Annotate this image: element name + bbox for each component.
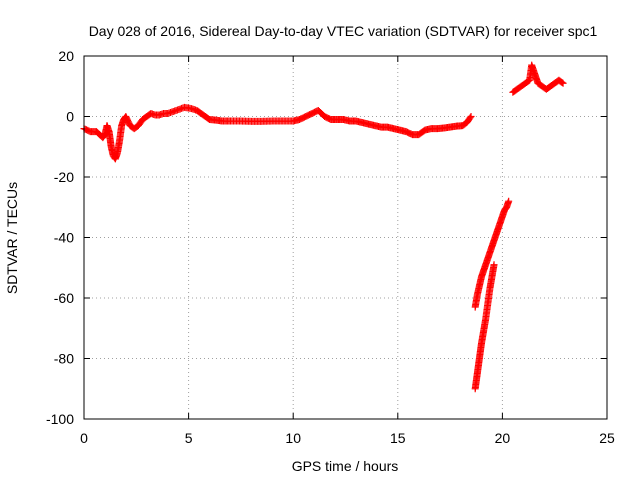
- y-tick-label: 0: [66, 109, 74, 125]
- y-tick-label: -80: [54, 351, 74, 367]
- x-tick-label: 0: [80, 430, 88, 446]
- x-tick-label: 20: [495, 430, 511, 446]
- x-tick-label: 25: [599, 430, 615, 446]
- y-tick-label: 20: [58, 48, 74, 64]
- y-axis-label: SDTVAR / TECUs: [4, 182, 20, 294]
- data-point: [505, 197, 513, 205]
- data-point: [467, 113, 475, 120]
- series-1: [80, 103, 475, 163]
- series-3: [471, 261, 498, 393]
- series-4: [509, 61, 567, 96]
- axis-ticks: 0 5 10 15 20 25 20 0 -20 -40 -60 -80 -100: [46, 48, 615, 446]
- data-point: [559, 79, 567, 87]
- data-point: [490, 261, 498, 269]
- x-tick-label: 5: [185, 430, 193, 446]
- series-2: [471, 197, 513, 311]
- y-tick-label: -60: [54, 290, 74, 306]
- y-tick-label: -100: [46, 411, 74, 427]
- y-tick-label: -20: [54, 169, 74, 185]
- x-tick-label: 15: [390, 430, 406, 446]
- x-tick-label: 10: [285, 430, 301, 446]
- data-points: [80, 61, 567, 393]
- x-axis-label: GPS time / hours: [292, 458, 399, 474]
- data-point: [558, 78, 566, 86]
- data-point: [466, 114, 474, 122]
- y-tick-label: -40: [54, 230, 74, 246]
- chart-title: Day 028 of 2016, Sidereal Day-to-day VTE…: [89, 23, 598, 39]
- grid-lines: [84, 56, 607, 419]
